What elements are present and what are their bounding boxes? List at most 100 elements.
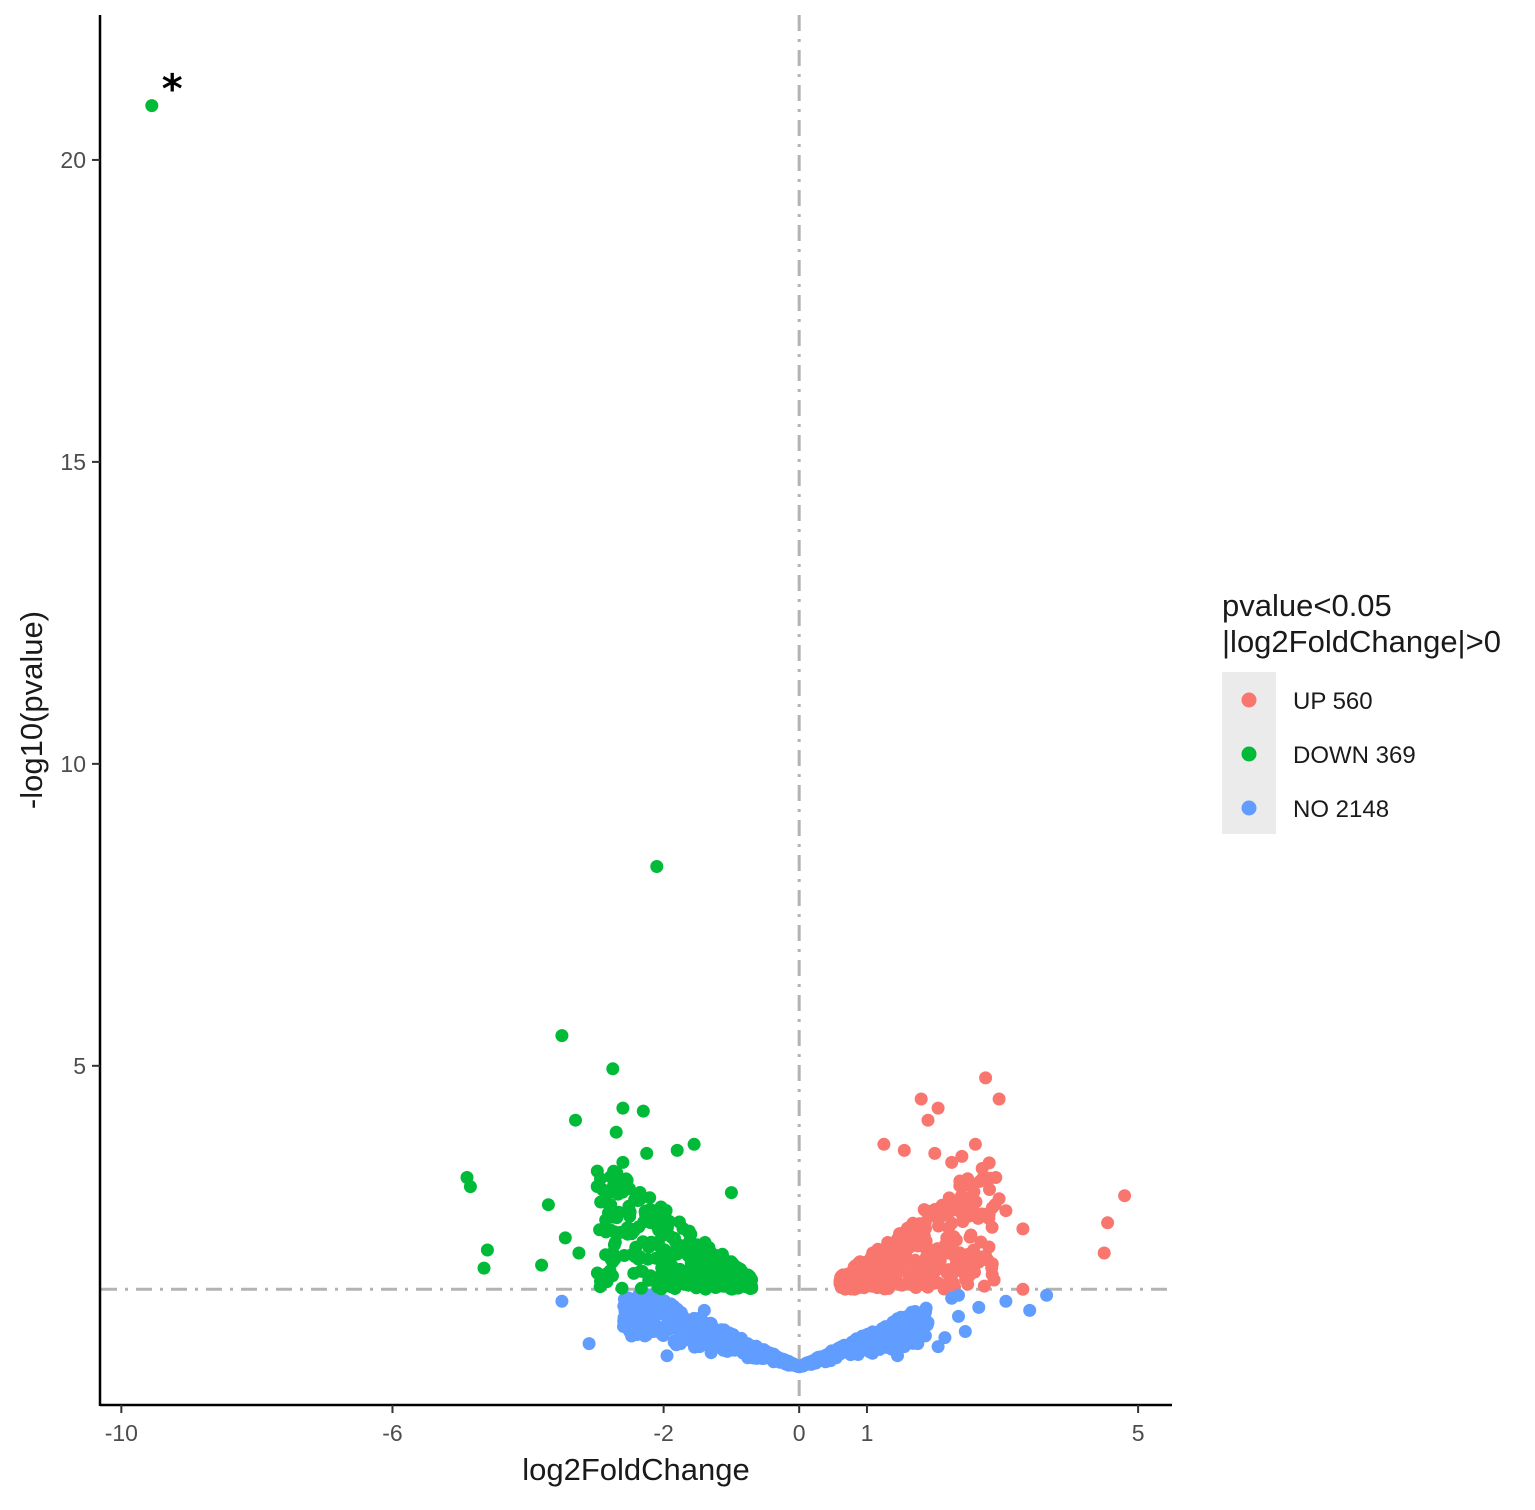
point-up: [921, 1113, 935, 1127]
point-no: [911, 1337, 925, 1351]
legend-title-line1: pvalue<0.05: [1222, 588, 1392, 623]
point-up: [985, 1268, 999, 1281]
point-up: [1118, 1189, 1132, 1203]
legend-title-line2: |log2FoldChange|>0: [1222, 624, 1501, 659]
point-down: [590, 1164, 604, 1178]
point-up: [896, 1241, 910, 1255]
point-down: [535, 1258, 549, 1272]
point-up: [992, 1092, 1006, 1106]
point-up: [886, 1263, 900, 1277]
point-up: [919, 1204, 933, 1218]
point-down: [145, 99, 159, 113]
point-up: [935, 1198, 949, 1212]
point-down: [697, 1241, 711, 1255]
point-up: [956, 1215, 970, 1228]
point-up: [963, 1230, 977, 1244]
point-up: [1016, 1222, 1030, 1236]
point-down: [555, 1029, 569, 1043]
point-up: [968, 1137, 982, 1151]
point-no: [938, 1331, 952, 1345]
point-down: [627, 1266, 641, 1280]
points-layer: [145, 99, 1132, 1374]
point-down: [607, 1179, 620, 1193]
point-no: [630, 1294, 644, 1308]
point-down: [665, 1246, 679, 1260]
point-down: [622, 1182, 636, 1196]
point-no: [677, 1323, 691, 1337]
point-down: [603, 1202, 617, 1216]
point-up: [942, 1221, 956, 1235]
point-up: [955, 1149, 969, 1163]
point-up: [982, 1211, 996, 1225]
point-down: [719, 1269, 733, 1283]
point-down: [636, 1104, 650, 1118]
point-down: [676, 1245, 690, 1259]
point-down: [633, 1186, 647, 1199]
point-up: [972, 1255, 986, 1269]
point-up: [945, 1155, 959, 1169]
point-down: [609, 1125, 623, 1139]
point-up: [983, 1183, 996, 1196]
point-down: [622, 1199, 636, 1213]
point-no: [669, 1310, 683, 1324]
point-no: [869, 1327, 883, 1341]
point-up: [1016, 1282, 1030, 1296]
point-no: [891, 1349, 904, 1363]
point-no: [884, 1331, 898, 1345]
point-down: [621, 1227, 635, 1241]
point-no: [952, 1309, 965, 1323]
point-up: [965, 1180, 979, 1194]
point-up: [1097, 1246, 1111, 1260]
point-up: [945, 1240, 959, 1254]
y-tick-label: 15: [60, 449, 86, 475]
point-up: [922, 1254, 936, 1268]
point-no: [684, 1334, 698, 1348]
point-down: [569, 1113, 582, 1127]
point-no: [704, 1346, 718, 1360]
point-down: [615, 1281, 629, 1295]
point-up: [877, 1137, 891, 1151]
point-up: [979, 1071, 993, 1085]
point-down: [676, 1222, 690, 1235]
point-down: [733, 1275, 747, 1289]
annotation-star: *: [162, 66, 183, 112]
point-no: [555, 1294, 569, 1308]
point-down: [699, 1282, 713, 1296]
point-up: [901, 1221, 914, 1235]
point-no: [656, 1329, 670, 1342]
x-tick-label: 5: [1132, 1420, 1145, 1446]
point-no: [758, 1351, 772, 1365]
point-up: [893, 1277, 907, 1291]
point-up: [1101, 1216, 1115, 1230]
point-no: [958, 1325, 972, 1338]
point-up: [873, 1257, 887, 1271]
point-down: [650, 860, 664, 873]
x-tick-label: -10: [105, 1420, 138, 1446]
point-no: [646, 1325, 660, 1338]
point-up: [838, 1282, 852, 1296]
point-no: [931, 1340, 945, 1354]
point-no: [617, 1320, 630, 1333]
point-up: [870, 1243, 884, 1257]
point-down: [480, 1243, 494, 1257]
point-no: [642, 1308, 656, 1322]
legend-key-down: [1241, 746, 1257, 762]
legend-label-no: NO 2148: [1293, 796, 1389, 823]
x-tick-label: 0: [793, 1420, 806, 1446]
point-no: [652, 1295, 666, 1309]
point-down: [687, 1137, 701, 1151]
point-down: [641, 1252, 655, 1266]
point-up: [960, 1202, 973, 1216]
point-up: [909, 1281, 923, 1294]
point-down: [599, 1213, 613, 1227]
point-no: [830, 1343, 844, 1357]
point-up: [914, 1092, 928, 1106]
point-down: [590, 1266, 604, 1280]
point-up: [977, 1279, 991, 1293]
point-up: [902, 1270, 916, 1284]
legend: pvalue<0.05 |log2FoldChange|>0 UP 560 DOW…: [1222, 588, 1501, 834]
point-no: [921, 1316, 935, 1329]
point-down: [477, 1261, 491, 1275]
point-no: [636, 1322, 650, 1335]
